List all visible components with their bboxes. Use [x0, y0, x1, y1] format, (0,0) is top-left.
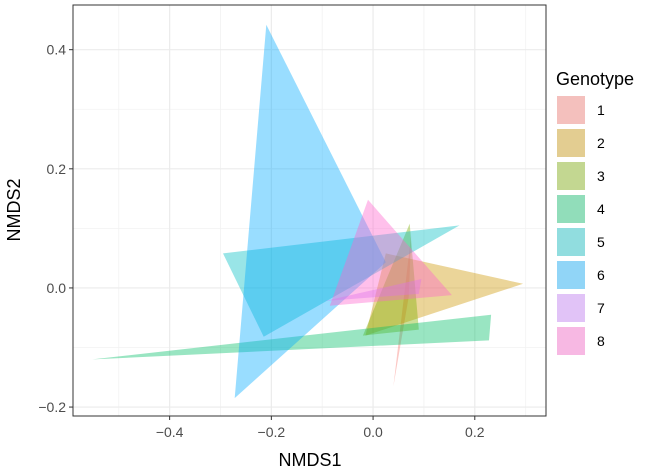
legend-key-bg: [557, 261, 585, 289]
grid-major: [73, 5, 546, 416]
genotype-5-hull: [223, 225, 460, 337]
y-tick-label: −0.2: [38, 399, 66, 415]
x-tick-label: −0.4: [156, 424, 184, 440]
legend-swatch-6: [557, 261, 585, 289]
genotype-6-hull: [234, 24, 386, 399]
legend-key-bg: [557, 294, 585, 322]
legend-key-bg: [557, 129, 585, 157]
x-axis: −0.4 −0.2 0.0 0.2: [156, 416, 485, 440]
legend: Genotype 1 2 3 4 5 6 7 8: [556, 69, 634, 355]
genotype-8-hull: [329, 199, 452, 306]
legend-swatch-3: [557, 162, 585, 190]
legend-key-bg: [557, 228, 585, 256]
legend-swatch-7: [557, 294, 585, 322]
legend-key-bg: [557, 195, 585, 223]
y-tick-label: 0.4: [47, 42, 67, 58]
legend-key-bg: [557, 327, 585, 355]
legend-label-5: 5: [597, 234, 605, 250]
legend-swatch-1: [557, 96, 585, 124]
legend-label-4: 4: [597, 201, 605, 217]
y-tick-label: 0.0: [47, 280, 67, 296]
legend-title: Genotype: [556, 69, 634, 89]
legend-label-7: 7: [597, 300, 605, 316]
legend-label-2: 2: [597, 135, 605, 151]
legend-swatch-2: [557, 129, 585, 157]
legend-swatch-8: [557, 327, 585, 355]
legend-key-bg: [557, 162, 585, 190]
y-tick-label: 0.2: [47, 161, 67, 177]
x-tick-label: −0.2: [258, 424, 286, 440]
genotype-1-hull: [393, 235, 412, 387]
legend-label-8: 8: [597, 333, 605, 349]
genotype-2-hull: [365, 253, 524, 336]
x-axis-title: NMDS1: [278, 450, 341, 470]
x-tick-label: 0.2: [465, 424, 485, 440]
genotype-polygons: [92, 24, 524, 399]
genotype-3-hull: [362, 223, 419, 336]
x-tick-label: 0.0: [363, 424, 383, 440]
legend-key-bg: [557, 96, 585, 124]
legend-label-3: 3: [597, 168, 605, 184]
legend-swatch-4: [557, 195, 585, 223]
genotype-4-hull: [92, 314, 492, 360]
genotype-7-hull: [324, 279, 422, 301]
legend-label-6: 6: [597, 267, 605, 283]
y-axis-title: NMDS2: [4, 178, 24, 241]
grid-minor: [73, 5, 546, 416]
y-axis: −0.2 0.0 0.2 0.4: [38, 42, 73, 415]
legend-label-1: 1: [597, 102, 605, 118]
legend-swatch-5: [557, 228, 585, 256]
plot-border: [72, 4, 547, 417]
